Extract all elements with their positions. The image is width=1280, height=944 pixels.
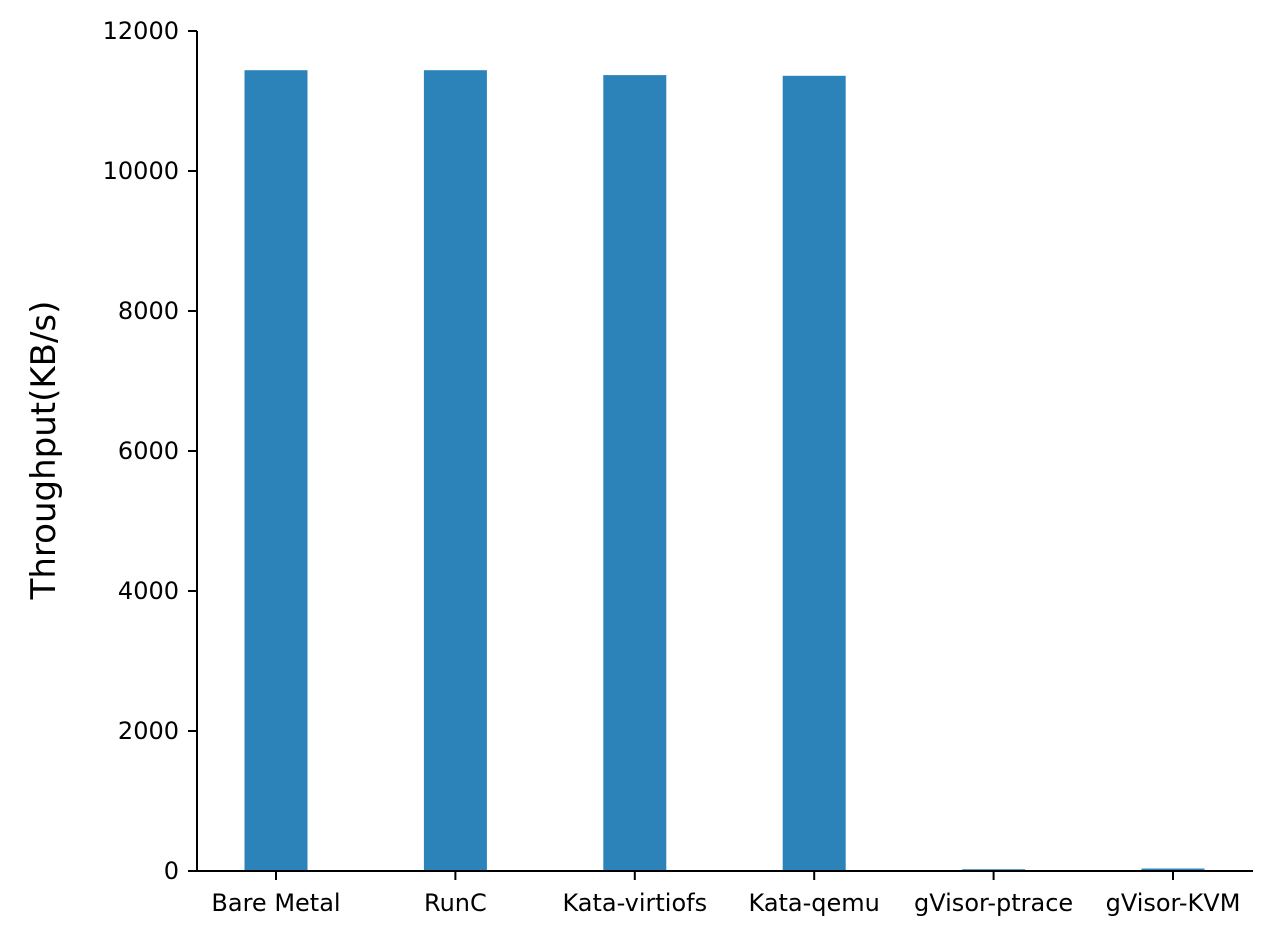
x-ticks: Bare Metal RunC Kata-virtiofs Kata-qemu gVis… bbox=[211, 871, 1240, 917]
axes-layer bbox=[196, 31, 1253, 872]
x-tick-label: Bare Metal bbox=[211, 889, 340, 917]
x-tick-label: gVisor-KVM bbox=[1106, 889, 1241, 917]
x-tick-label: Kata-qemu bbox=[749, 889, 880, 917]
bar-gvisor-kvm bbox=[1141, 868, 1205, 871]
y-tick-label: 10000 bbox=[103, 157, 179, 185]
x-tick-label: gVisor-ptrace bbox=[914, 889, 1073, 917]
bar-bare-metal bbox=[244, 70, 308, 871]
y-tick-label: 8000 bbox=[118, 297, 179, 325]
bars-layer bbox=[244, 70, 1205, 872]
bar-kata-virtiofs bbox=[603, 75, 667, 872]
y-tick-label: 12000 bbox=[103, 17, 179, 45]
y-tick-label: 0 bbox=[164, 857, 179, 885]
y-axis-title: Throughput(KB/s) bbox=[24, 301, 64, 601]
x-tick-label: Kata-virtiofs bbox=[562, 889, 707, 917]
y-tick-label: 6000 bbox=[118, 437, 179, 465]
y-ticks: 0 2000 4000 6000 8000 10000 12000 bbox=[103, 17, 197, 885]
bar-kata-qemu bbox=[782, 75, 846, 872]
bar-runc bbox=[423, 70, 487, 871]
y-tick-label: 4000 bbox=[118, 577, 179, 605]
x-tick-label: RunC bbox=[424, 889, 487, 917]
y-tick-label: 2000 bbox=[118, 717, 179, 745]
